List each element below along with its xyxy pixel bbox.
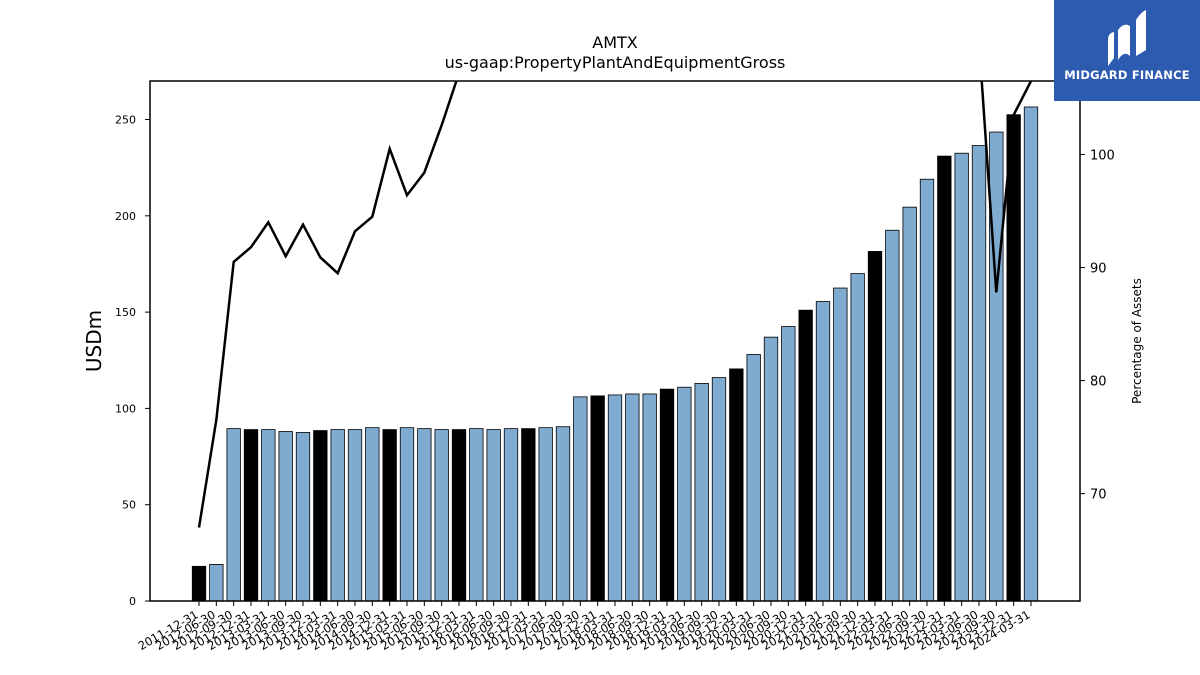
y2-tick-label: 80 [1090,375,1107,390]
y-axis-label: USDm [82,310,106,372]
bar [538,427,553,602]
bar [209,564,224,602]
bars [191,106,1039,602]
y-tick-label: 0 [129,595,136,608]
bar [919,178,935,602]
bar [226,428,241,602]
bar [555,426,571,602]
bar [451,429,467,602]
bar [625,393,640,602]
bar [261,429,276,602]
bar [1023,106,1039,602]
bar [902,206,917,602]
bar [781,326,796,602]
bar [417,428,432,602]
bar [694,382,709,602]
bar [573,396,588,602]
bar [365,427,380,602]
bar [243,429,259,602]
y2-axis-label: Percentage of Assets [1130,278,1144,404]
bar [278,431,293,602]
bar [503,428,519,602]
logo-mark-icon [1108,10,1146,66]
bar [711,377,727,602]
bar [469,428,484,602]
logo-text: MIDGARD FINANCE [1064,68,1190,82]
chart-subtitle: us-gaap:PropertyPlantAndEquipmentGross [445,53,786,72]
y-tick-label: 200 [115,210,136,223]
bar [746,354,761,602]
bar [659,388,675,602]
y-tick-label: 100 [115,402,136,415]
bar [382,429,397,602]
bar [191,565,207,602]
bar [850,273,865,602]
bar [815,301,831,602]
y2-tick-label: 70 [1090,488,1107,503]
bar [347,429,363,602]
bar [295,432,311,602]
y2-tick-label: 100 [1090,148,1115,163]
y2-tick-label: 90 [1090,262,1107,277]
bar [885,229,900,602]
bar [330,429,345,602]
x-axis: 2011-12-312012-06-302012-09-302012-12-31… [136,601,1033,653]
bar [729,368,744,602]
bar [399,427,415,602]
bar [971,145,987,602]
y-tick-label: 50 [122,499,136,512]
y-axis-right: 70 80 90 100 [1080,148,1115,503]
bar [521,428,536,602]
bar [313,430,328,602]
bar [763,336,779,602]
bar [607,394,623,602]
y-tick-label: 150 [115,306,136,319]
y-tick-label: 250 [115,114,136,127]
midgard-finance-logo: MIDGARD FINANCE [1054,0,1200,101]
bar [1006,114,1021,602]
bar [642,393,657,602]
percentage-of-assets-line [197,81,1033,528]
bar [954,152,969,602]
bar [677,386,692,602]
bar [867,251,883,602]
y-axis-left: 0 50 100 150 200 250 [115,114,150,608]
bar [937,155,952,602]
bar [989,131,1004,602]
bar [486,429,501,602]
bar [590,395,605,602]
bar [798,309,813,602]
bar [434,429,449,602]
bar [833,287,848,602]
chart-title: AMTX [592,33,638,52]
